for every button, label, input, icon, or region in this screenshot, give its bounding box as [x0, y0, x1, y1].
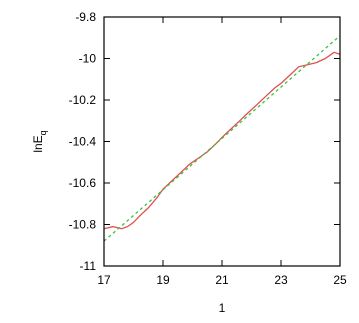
- y-tick-label: -11: [80, 259, 97, 273]
- fit-line-series-1: [103, 35, 341, 242]
- y-axis-label: lnEq: [31, 130, 48, 152]
- y-tick-label: -9.8: [75, 10, 96, 24]
- y-tick-label: -10.2: [69, 93, 97, 107]
- y-axis-label-subscript: q: [38, 130, 48, 135]
- x-tick-label: 23: [274, 273, 288, 287]
- y-axis-label-main: lnE: [31, 135, 45, 152]
- x-tick-label: 21: [215, 273, 229, 287]
- y-tick-label: -10: [79, 52, 97, 66]
- plot-lines: [103, 35, 341, 242]
- data-line-series-0: [103, 51, 341, 230]
- plot-frame: [103, 16, 341, 267]
- x-tick-label: 25: [333, 273, 347, 287]
- x-tick-label: 19: [156, 273, 170, 287]
- y-tick-label: -10.8: [69, 218, 97, 232]
- y-tick-label: -10.6: [69, 176, 97, 190]
- x-tick-label: 17: [97, 273, 111, 287]
- x-axis-label: 1: [219, 301, 226, 315]
- axis-ticks: 17 19 21 23 25 -11 -10.8 -10.6 -10.4 -10.2 -10 -9.8: [69, 10, 347, 287]
- y-tick-label: -10.4: [69, 135, 97, 149]
